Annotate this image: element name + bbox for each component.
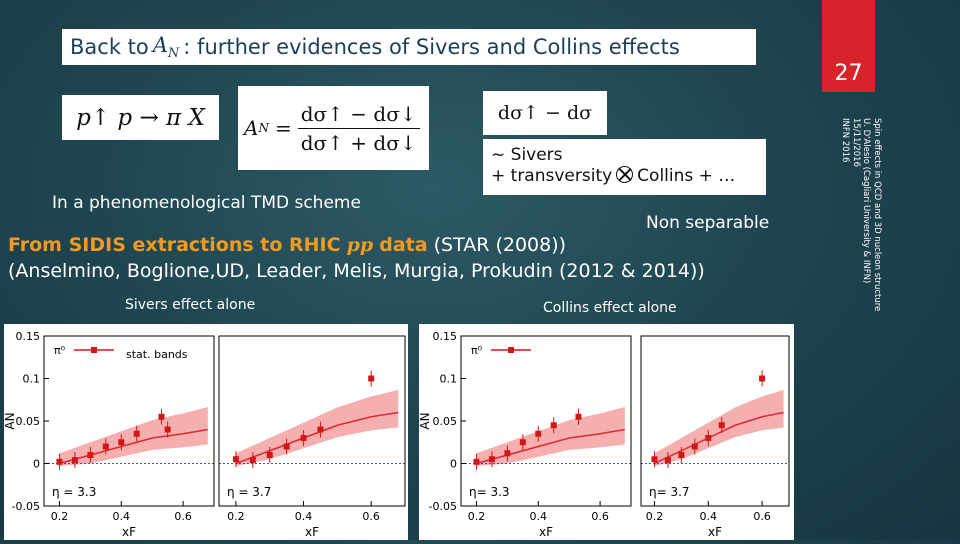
slide-number: 27 — [822, 0, 875, 92]
side-note-line1: Spin effects in QCD and 3D nucleon struc… — [872, 118, 882, 312]
eta-label: η= 3.7 — [649, 485, 690, 499]
slide-title: Back to AN : further evidences of Sivers… — [62, 29, 756, 65]
y-tick-label: -0.05 — [12, 500, 40, 513]
collins-alone-label: Collins effect alone — [543, 300, 677, 316]
y-tick-label: 0.1 — [440, 373, 458, 386]
x-axis-label: xF — [122, 525, 136, 539]
x-tick-label: 0.2 — [468, 510, 486, 523]
x-tick-label: 0.4 — [295, 510, 313, 523]
y-tick-label: 0 — [450, 458, 457, 471]
x-tick-label: 0.6 — [591, 510, 609, 523]
x-tick-label: 0.4 — [113, 510, 131, 523]
x-tick-label: 0.2 — [646, 510, 664, 523]
x-tick-label: 0.2 — [227, 510, 245, 523]
title-symbol: AN — [152, 32, 180, 62]
diff-formula: dσ↑ − dσ — [483, 91, 607, 135]
theory-curve — [476, 428, 625, 465]
x-axis-label: xF — [539, 525, 553, 539]
sivers-alone-label: Sivers effect alone — [125, 297, 256, 313]
y-tick-label: 0.15 — [433, 330, 458, 343]
x-axis-label: xF — [305, 525, 319, 539]
collins-plot-panel: 0.15 0.1 0.05 0 -0.05 AN 0.2 0.4 0.6 xF η= 3.3 π⁰ 0.… — [418, 324, 794, 540]
sivers-plot: 0.15 0.1 0.05 0 -0.05 AN 0.2 0.4 0.6 xF η = 3.3 π⁰ s… — [3, 330, 406, 539]
error-band — [235, 390, 399, 467]
eta-label: η = 3.7 — [227, 485, 271, 499]
sivers-line: ~ Sivers — [491, 145, 563, 165]
eta-label: η = 3.3 — [52, 485, 96, 499]
y-tick-label: 0 — [33, 458, 40, 471]
title-after: : further evidences of Sivers and Collin… — [183, 35, 680, 59]
title-before: Back to — [70, 35, 149, 59]
legend-marker — [91, 347, 97, 353]
y-axis-label: AN — [419, 412, 432, 429]
error-band — [59, 407, 208, 467]
eta-label: η= 3.3 — [469, 485, 510, 499]
reaction-formula: p↑ p → π X — [62, 95, 219, 140]
x-axis-label: xF — [708, 525, 722, 539]
y-tick-label: 0.1 — [23, 373, 41, 386]
y-tick-label: 0.15 — [16, 330, 41, 343]
y-tick-label: -0.05 — [429, 500, 457, 513]
plot-frame — [640, 335, 790, 507]
non-separable-text: Non separable — [646, 213, 770, 233]
sivers-collins-box: ~ Sivers + transversity Collins + … — [483, 139, 766, 195]
x-tick-label: 0.4 — [700, 510, 718, 523]
legend-stat-bands: stat. bands — [126, 348, 188, 361]
legend-marker — [508, 347, 514, 353]
error-band — [476, 407, 625, 467]
theory-curve — [59, 428, 208, 465]
collins-plot: 0.15 0.1 0.05 0 -0.05 AN 0.2 0.4 0.6 xF η= 3.3 π⁰ 0.… — [418, 330, 790, 539]
x-tick-label: 0.6 — [753, 510, 771, 523]
collins-line: + transversity Collins + … — [491, 166, 736, 186]
sidis-text: From SIDIS extractions to RHIC pp data (… — [8, 234, 705, 282]
x-tick-label: 0.2 — [51, 510, 69, 523]
side-note-line2: U. D'Alesio (Cagliari University & INFN) — [861, 118, 872, 284]
x-tick-label: 0.4 — [530, 510, 548, 523]
sivers-plot-panel: 0.15 0.1 0.05 0 -0.05 AN 0.2 0.4 0.6 xF η = 3.3 π⁰ s… — [3, 324, 408, 540]
x-tick-label: 0.6 — [362, 510, 380, 523]
otimes-icon — [616, 166, 634, 183]
plot-frame — [218, 335, 406, 507]
legend-pi0: π⁰ — [54, 344, 66, 357]
side-note-line3: 15/11/2016 — [851, 118, 861, 167]
pheno-text: In a phenomenological TMD scheme — [52, 193, 361, 213]
side-note-line4: INFN 2016 — [840, 118, 851, 163]
legend-pi0: π⁰ — [471, 344, 483, 357]
side-note: Spin effects in QCD and 3D nucleon struc… — [818, 118, 883, 348]
y-tick-label: 0.05 — [433, 415, 458, 428]
y-tick-label: 0.05 — [16, 415, 41, 428]
x-tick-label: 0.6 — [174, 510, 192, 523]
an-fraction: dσ↑ − dσ↓ dσ↑ + dσ↓ — [297, 102, 420, 155]
y-axis-label: AN — [4, 412, 17, 429]
